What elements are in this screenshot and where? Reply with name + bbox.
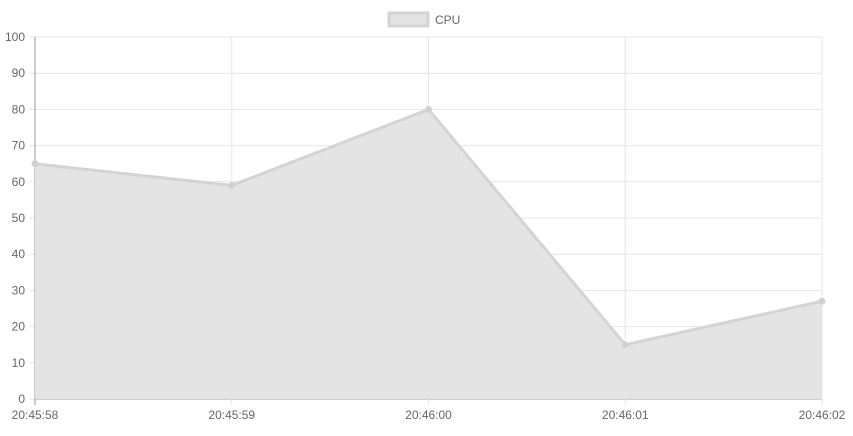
x-tick-label: 20:46:01 <box>602 408 649 422</box>
legend-label-cpu[interactable]: CPU <box>435 13 460 27</box>
y-tick-label: 10 <box>12 356 26 370</box>
y-tick-label: 50 <box>12 211 26 225</box>
cpu-area-fill <box>35 109 822 400</box>
axes: 0 10 20 30 40 50 60 70 80 90 100 20:45:58 20:45:59 20… <box>5 30 846 422</box>
y-tick-label: 60 <box>12 175 26 189</box>
legend[interactable]: CPU <box>387 11 460 28</box>
y-tick-label: 0 <box>18 392 25 406</box>
x-tick-label: 20:45:58 <box>12 408 59 422</box>
y-tick-label: 70 <box>12 139 26 153</box>
y-tick-label: 30 <box>12 283 26 297</box>
y-tick-label: 90 <box>12 66 26 80</box>
x-tick-label: 20:46:00 <box>405 408 452 422</box>
x-tick-label: 20:46:02 <box>799 408 846 422</box>
y-tick-label: 40 <box>12 247 26 261</box>
cpu-data-point <box>228 181 236 189</box>
cpu-data-point <box>621 341 629 349</box>
plot-area <box>31 105 826 400</box>
y-tick-label: 20 <box>12 320 26 334</box>
legend-swatch[interactable] <box>387 11 430 28</box>
cpu-data-point <box>425 105 432 113</box>
x-tick-label: 20:45:59 <box>208 408 255 422</box>
y-tick-label: 80 <box>12 102 26 116</box>
cpu-data-point <box>31 160 39 168</box>
cpu-data-point <box>818 297 826 305</box>
y-tick-label: 100 <box>5 30 25 44</box>
